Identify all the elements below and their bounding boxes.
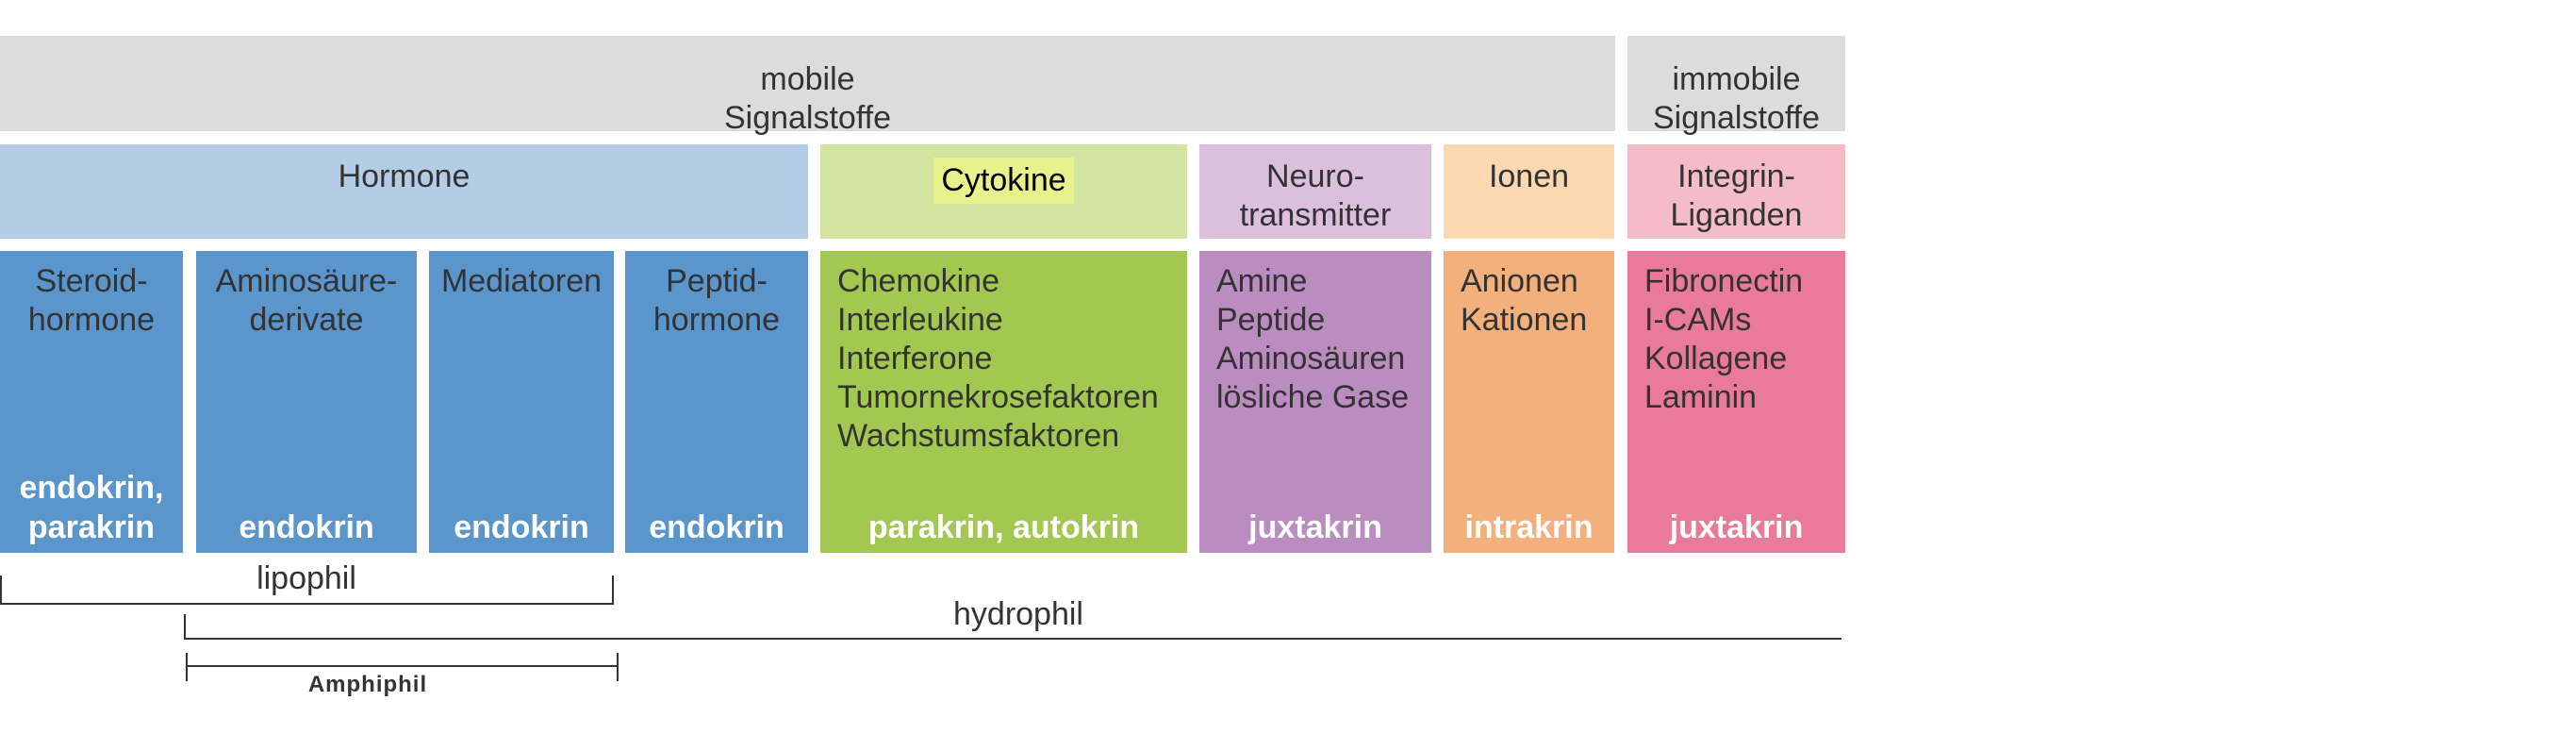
integrin-liganden-list-box: Fibronectin I-CAMs Kollagene Laminin jux… bbox=[1627, 251, 1845, 553]
hydrophil-label: hydrophil bbox=[953, 596, 1083, 632]
lipophil-label: lipophil bbox=[256, 560, 356, 596]
list-item: Anionen bbox=[1461, 263, 1578, 299]
amphiphil-label: Amphiphil bbox=[307, 672, 428, 697]
list-item: I-CAMs bbox=[1644, 302, 1752, 338]
hormone-header: Hormone bbox=[0, 144, 808, 239]
cytokine-header: Cytokine bbox=[820, 144, 1187, 239]
peptidhormone-title: Peptid- hormone bbox=[652, 263, 781, 338]
ionen-header: Ionen bbox=[1444, 144, 1614, 239]
integrin-liganden-mode: juxtakrin bbox=[1669, 509, 1804, 545]
steroidhormone-box: Steroid- hormone endokrin, parakrin bbox=[0, 251, 183, 553]
steroidhormone-mode: endokrin, parakrin bbox=[19, 470, 164, 545]
list-item: Wachstumsfaktoren bbox=[837, 418, 1120, 454]
ionen-list: Anionen Kationen bbox=[1461, 262, 1614, 340]
neurotransmitter-mode: juxtakrin bbox=[1248, 509, 1382, 545]
list-item: Kollagene bbox=[1644, 341, 1788, 376]
integrin-liganden-list: Fibronectin I-CAMs Kollagene Laminin bbox=[1644, 262, 1845, 417]
aminosaeurederivate-box: Aminosäure- derivate endokrin bbox=[196, 251, 417, 553]
mobile-signalstoffe-header: mobile Signalstoffe bbox=[0, 36, 1615, 136]
cytokine-list-box: Chemokine Interleukine Interferone Tumor… bbox=[820, 251, 1187, 553]
list-item: Amine bbox=[1216, 263, 1308, 299]
list-item: Interleukine bbox=[837, 302, 1003, 338]
ionen-list-box: Anionen Kationen intrakrin bbox=[1444, 251, 1614, 553]
list-item: Laminin bbox=[1644, 379, 1758, 415]
cytokine-mode: parakrin, autokrin bbox=[867, 509, 1140, 545]
peptidhormone-mode: endokrin bbox=[649, 509, 784, 545]
peptidhormone-box: Peptid- hormone endokrin bbox=[625, 251, 808, 553]
mediatoren-box: Mediatoren endokrin bbox=[429, 251, 614, 553]
list-item: Aminosäuren bbox=[1216, 341, 1406, 376]
list-item: lösliche Gase bbox=[1216, 379, 1410, 415]
mediatoren-title: Mediatoren bbox=[440, 263, 603, 299]
neurotransmitter-header: Neuro- transmitter bbox=[1199, 144, 1431, 239]
neurotransmitter-list: Amine Peptide Aminosäuren lösliche Gase bbox=[1216, 262, 1431, 417]
list-item: Fibronectin bbox=[1644, 263, 1804, 299]
list-item: Peptide bbox=[1216, 302, 1326, 338]
lipophil-bracket bbox=[0, 576, 614, 605]
list-item: Kationen bbox=[1461, 302, 1588, 338]
integrin-liganden-header: Integrin- Liganden bbox=[1627, 144, 1845, 239]
cytokine-header-label: Cytokine bbox=[933, 158, 1074, 204]
hydrophil-bracket bbox=[184, 614, 1841, 640]
steroidhormone-title: Steroid- hormone bbox=[27, 263, 156, 338]
cytokine-list: Chemokine Interleukine Interferone Tumor… bbox=[837, 262, 1187, 456]
aminosaeurederivate-title: Aminosäure- derivate bbox=[215, 263, 398, 338]
list-item: Chemokine bbox=[837, 263, 999, 299]
ionen-mode: intrakrin bbox=[1464, 509, 1593, 545]
list-item: Tumornekrosefaktoren bbox=[837, 379, 1159, 415]
amphiphil-bracket bbox=[186, 653, 619, 681]
neurotransmitter-list-box: Amine Peptide Aminosäuren lösliche Gase … bbox=[1199, 251, 1431, 553]
list-item: Interferone bbox=[837, 341, 993, 376]
mediatoren-mode: endokrin bbox=[454, 509, 589, 545]
immobile-signalstoffe-header: immobile Signalstoffe bbox=[1627, 36, 1845, 136]
aminosaeurederivate-mode: endokrin bbox=[239, 509, 374, 545]
